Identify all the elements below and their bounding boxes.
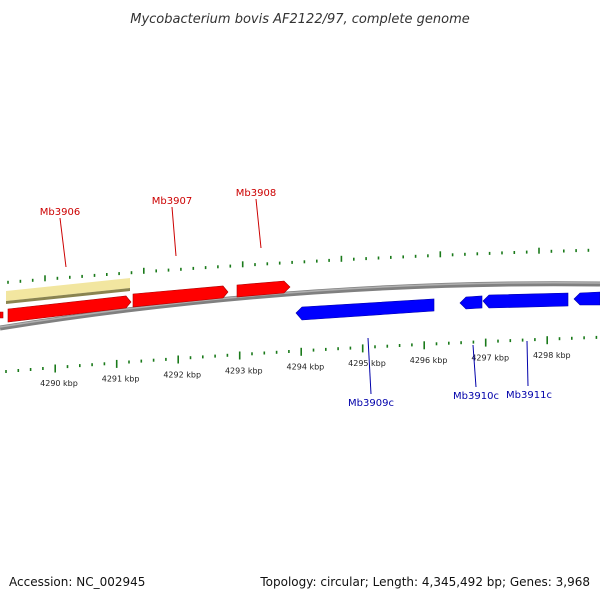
axis-tick-label: 4294 kbp: [287, 363, 325, 372]
highlight-region: [6, 278, 130, 301]
gene-label-mb3911c[interactable]: Mb3911c: [506, 390, 552, 401]
gene-feature-mb3909c[interactable]: [295, 298, 435, 321]
gene-label-leader: [255, 198, 262, 249]
gene-label-mb3909c[interactable]: Mb3909c: [348, 398, 394, 409]
axis-tick-label: 4290 kbp: [40, 379, 78, 388]
inner-tick-track: [5, 335, 598, 373]
gene-label-leader: [526, 340, 529, 387]
genome-summary-text: Topology: circular; Length: 4,345,492 bp…: [259, 575, 590, 589]
gene-feature-mb3907[interactable]: [132, 285, 229, 308]
gene-label-mb3908[interactable]: Mb3908: [236, 188, 276, 199]
gene-feature-mb3906[interactable]: [7, 295, 132, 323]
gene-label-mb3907[interactable]: Mb3907: [152, 196, 192, 207]
gene-feature-partial-edge[interactable]: [573, 291, 600, 306]
gene-label-leader: [59, 217, 67, 268]
gene-label-group: Mb3906 Mb3907 Mb3908 Mb3909c Mb3910c Mb3…: [40, 188, 552, 409]
axis-tick-label: 4292 kbp: [163, 370, 201, 379]
axis-tick-label: 4291 kbp: [102, 375, 140, 384]
genome-backbone-highlight: [0, 281, 600, 328]
gene-features: [0, 280, 600, 323]
gene-label-leader: [171, 206, 177, 257]
gene-label-leader: [367, 337, 372, 395]
axis-tick-label: 4296 kbp: [410, 356, 448, 365]
map-title: Mycobacterium bovis AF2122/97, complete …: [130, 12, 469, 27]
gene-feature-mb3910c[interactable]: [459, 295, 483, 310]
tick-label-group: 4290 kbp 4291 kbp 4292 kbp 4293 kbp 4294 kbp…: [40, 351, 571, 388]
axis-tick-label: 4295 kbp: [348, 359, 386, 368]
accession-text: Accession: NC_002945: [9, 575, 145, 589]
gene-label-mb3910c[interactable]: Mb3910c: [453, 391, 499, 402]
gene-feature-mb3908[interactable]: [236, 280, 291, 298]
gene-feature-mb3911c[interactable]: [482, 292, 569, 309]
axis-tick-label: 4298 kbp: [533, 351, 571, 360]
highlight-region-shadow: [6, 288, 130, 304]
gene-feature-left-edge-marker: [0, 311, 4, 319]
gene-label-mb3906[interactable]: Mb3906: [40, 207, 80, 218]
genome-backbone: [0, 281, 600, 331]
outer-tick-track: [7, 247, 590, 284]
axis-tick-label: 4297 kbp: [471, 353, 509, 362]
gene-label-leader: [472, 344, 477, 388]
axis-tick-label: 4293 kbp: [225, 366, 263, 375]
